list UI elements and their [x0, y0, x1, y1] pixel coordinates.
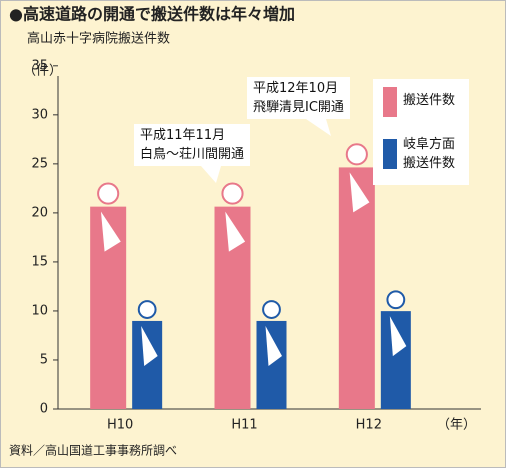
- figure-head: [97, 182, 120, 205]
- y-tick-label: 10: [31, 303, 48, 318]
- annotation: 平成12年10月 飛騨清見IC開通: [247, 77, 350, 119]
- legend-swatch: [383, 139, 397, 169]
- callout-pointer: [306, 119, 331, 136]
- y-tick-label: 25: [31, 156, 48, 171]
- y-tick-label: 0: [40, 402, 48, 417]
- source-note: 資料／高山国道工事事務所調べ: [9, 443, 177, 458]
- figure-body: [132, 320, 163, 409]
- x-unit: （年）: [437, 418, 476, 433]
- annotation: 平成11年11月 白鳥～荘川間開通: [134, 124, 251, 166]
- figure-head: [345, 143, 368, 166]
- chart-title: ●高速道路の開通で搬送件数は年々増加: [9, 5, 295, 24]
- x-tick-label: H10: [107, 418, 133, 433]
- y-tick-label: 20: [31, 205, 48, 220]
- chart-subtitle: 高山赤十字病院搬送件数: [27, 31, 170, 47]
- figure-detail: [100, 211, 121, 252]
- figure-detail: [141, 325, 158, 366]
- y-tick-label: 5: [40, 352, 48, 367]
- legend-label: 岐阜方面 搬送件数: [403, 137, 456, 171]
- figure-head: [262, 300, 281, 319]
- y-unit: （件）: [23, 64, 62, 79]
- figure-body: [380, 311, 411, 409]
- figure-head: [221, 182, 244, 205]
- x-tick-label: H12: [356, 418, 382, 433]
- callout-pointer: [201, 166, 221, 183]
- figure-detail: [225, 211, 246, 252]
- figure-detail: [389, 316, 407, 357]
- figure-detail: [265, 325, 282, 366]
- y-tick-label: 30: [31, 107, 48, 122]
- figure-head: [137, 300, 157, 319]
- y-tick-label: 35: [31, 58, 48, 73]
- figure-head: [386, 290, 406, 310]
- figure-body: [256, 320, 287, 409]
- legend-swatch: [383, 87, 397, 117]
- legend: 搬送件数 岐阜方面 搬送件数: [373, 79, 469, 185]
- legend-label: 搬送件数: [403, 93, 456, 108]
- y-tick-label: 15: [31, 254, 48, 269]
- x-tick-label: H11: [231, 418, 257, 433]
- figure-detail: [349, 172, 370, 213]
